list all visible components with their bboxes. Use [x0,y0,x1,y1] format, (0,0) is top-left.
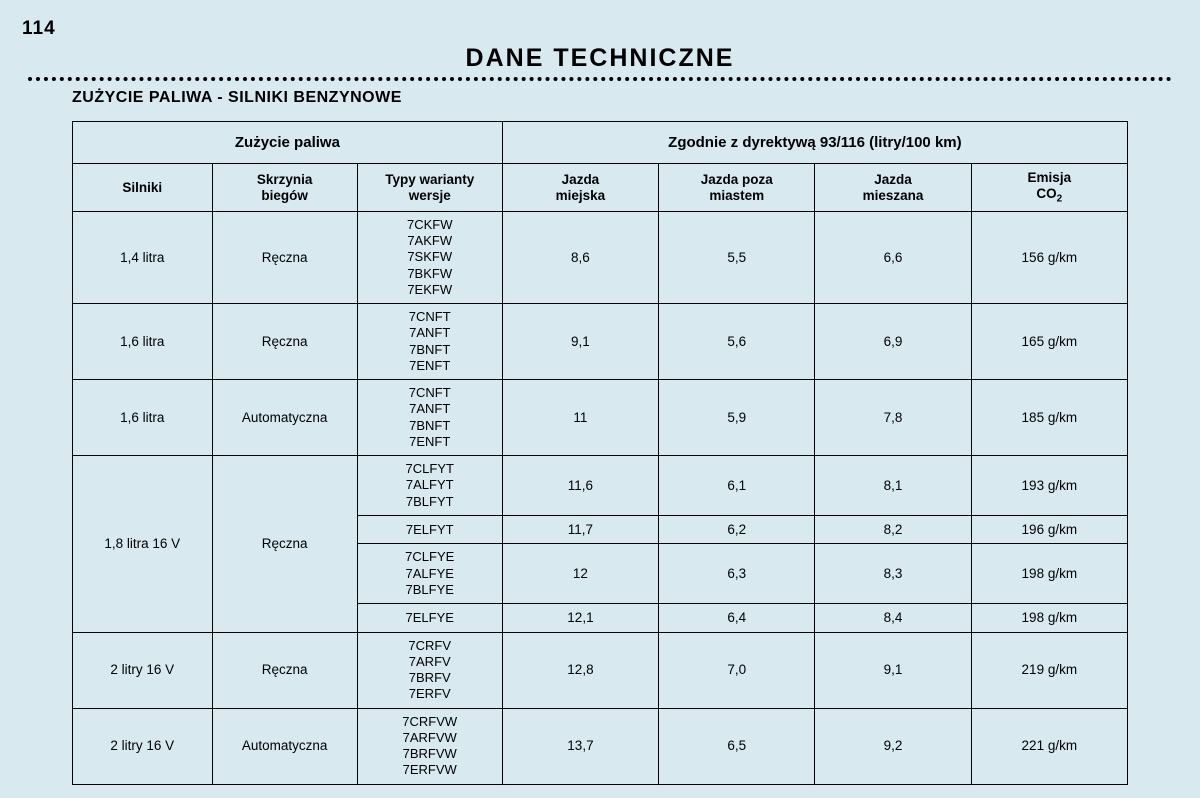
cell-engine: 2 litry 16 V [73,632,213,708]
col-engine-header: Silniki [73,164,213,212]
col-mixed-header: Jazda mieszana [815,164,971,212]
cell-engine: 2 litry 16 V [73,708,213,784]
co2-prefix: Emisja [1028,170,1072,185]
cell-extra-urban: 6,1 [659,456,815,516]
cell-mixed: 9,2 [815,708,971,784]
page-number: 114 [22,18,1200,40]
cell-mixed: 8,4 [815,604,971,633]
cell-extra-urban: 5,5 [659,211,815,303]
cell-variants: 7CLFYT 7ALFYT 7BLFYT [357,456,502,516]
cell-co2: 221 g/km [971,708,1127,784]
cell-extra-urban: 5,9 [659,380,815,456]
cell-mixed: 8,2 [815,515,971,544]
co2-sub: CO [1036,186,1056,201]
cell-extra-urban: 6,5 [659,708,815,784]
co2-subscript: 2 [1057,193,1063,204]
table-row: 1,6 litra Ręczna 7CNFT 7ANFT 7BNFT 7ENFT… [73,304,1128,380]
cell-mixed: 7,8 [815,380,971,456]
cell-gearbox: Ręczna [212,632,357,708]
cell-mixed: 8,3 [815,544,971,604]
col-urban-header: Jazda miejska [502,164,658,212]
table-row: 2 litry 16 V Ręczna 7CRFV 7ARFV 7BRFV 7E… [73,632,1128,708]
cell-urban: 8,6 [502,211,658,303]
cell-variants: 7CNFT 7ANFT 7BNFT 7ENFT [357,304,502,380]
cell-urban: 11,6 [502,456,658,516]
col-variants-header: Typy warianty wersje [357,164,502,212]
cell-mixed: 6,6 [815,211,971,303]
cell-co2: 198 g/km [971,604,1127,633]
cell-co2: 193 g/km [971,456,1127,516]
cell-extra-urban: 5,6 [659,304,815,380]
table-row: 1,6 litra Automatyczna 7CNFT 7ANFT 7BNFT… [73,380,1128,456]
cell-urban: 12 [502,544,658,604]
cell-gearbox: Ręczna [212,211,357,303]
cell-gearbox: Automatyczna [212,380,357,456]
cell-extra-urban: 6,4 [659,604,815,633]
cell-gearbox: Automatyczna [212,708,357,784]
cell-gearbox: Ręczna [212,456,357,633]
cell-extra-urban: 6,2 [659,515,815,544]
cell-co2: 219 g/km [971,632,1127,708]
header-columns-row: Silniki Skrzynia biegów Typy warianty we… [73,164,1128,212]
cell-extra-urban: 7,0 [659,632,815,708]
cell-gearbox: Ręczna [212,304,357,380]
cell-co2: 185 g/km [971,380,1127,456]
cell-variants: 7CLFYE 7ALFYE 7BLFYE [357,544,502,604]
cell-urban: 13,7 [502,708,658,784]
cell-variants: 7CNFT 7ANFT 7BNFT 7ENFT [357,380,502,456]
header-group-left: Zużycie paliwa [73,122,503,164]
cell-urban: 11,7 [502,515,658,544]
cell-co2: 198 g/km [971,544,1127,604]
cell-variants: 7ELFYT [357,515,502,544]
cell-engine: 1,8 litra 16 V [73,456,213,633]
cell-engine: 1,6 litra [73,380,213,456]
cell-co2: 156 g/km [971,211,1127,303]
cell-co2: 165 g/km [971,304,1127,380]
cell-extra-urban: 6,3 [659,544,815,604]
cell-mixed: 9,1 [815,632,971,708]
cell-urban: 12,1 [502,604,658,633]
cell-mixed: 8,1 [815,456,971,516]
page-title: DANE TECHNICZNE [0,44,1200,73]
cell-urban: 12,8 [502,632,658,708]
col-extra-urban-header: Jazda poza miastem [659,164,815,212]
table-row: 1,8 litra 16 V Ręczna 7CLFYT 7ALFYT 7BLF… [73,456,1128,516]
table-row: 1,4 litra Ręczna 7CKFW 7AKFW 7SKFW 7BKFW… [73,211,1128,303]
col-gearbox-header: Skrzynia biegów [212,164,357,212]
cell-variants: 7ELFYE [357,604,502,633]
cell-engine: 1,6 litra [73,304,213,380]
cell-variants: 7CRFV 7ARFV 7BRFV 7ERFV [357,632,502,708]
dotted-separator [28,77,1172,81]
cell-urban: 11 [502,380,658,456]
table-container: Zużycie paliwa Zgodnie z dyrektywą 93/11… [72,121,1128,785]
cell-variants: 7CKFW 7AKFW 7SKFW 7BKFW 7EKFW [357,211,502,303]
fuel-consumption-table: Zużycie paliwa Zgodnie z dyrektywą 93/11… [72,121,1128,785]
cell-variants: 7CRFVW 7ARFVW 7BRFVW 7ERFVW [357,708,502,784]
cell-urban: 9,1 [502,304,658,380]
section-subtitle: ZUŻYCIE PALIWA - SILNIKI BENZYNOWE [72,89,1200,107]
col-co2-header: Emisja CO2 [971,164,1127,212]
cell-engine: 1,4 litra [73,211,213,303]
header-group-row: Zużycie paliwa Zgodnie z dyrektywą 93/11… [73,122,1128,164]
cell-co2: 196 g/km [971,515,1127,544]
table-row: 2 litry 16 V Automatyczna 7CRFVW 7ARFVW … [73,708,1128,784]
cell-mixed: 6,9 [815,304,971,380]
header-group-right: Zgodnie z dyrektywą 93/116 (litry/100 km… [502,122,1127,164]
